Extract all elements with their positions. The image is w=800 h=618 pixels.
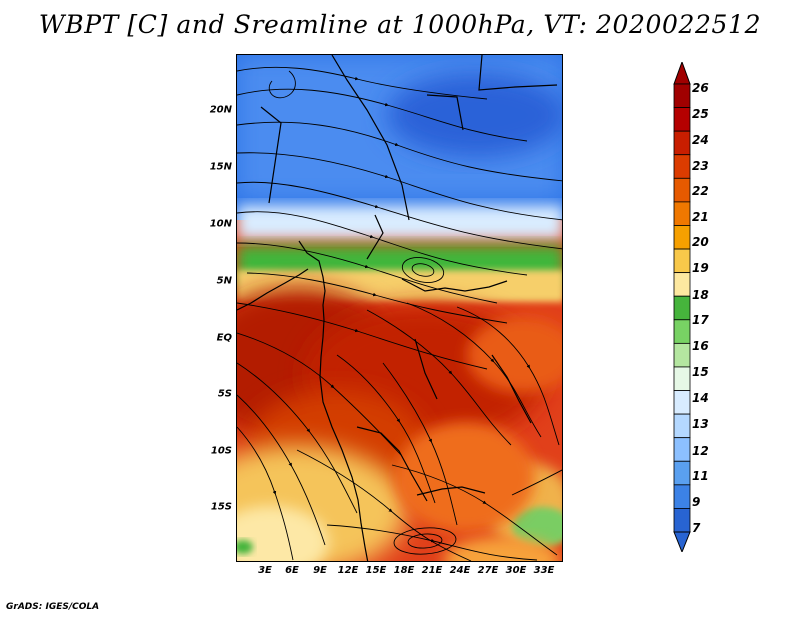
colorbar-label: 24 [692,133,709,147]
colorbar-label: 14 [692,391,709,405]
colorbar-segment [673,437,691,462]
x-tick-label: 15E [365,565,387,576]
colorbar-label: 26 [692,81,709,95]
y-tick-label: EQ [216,332,232,344]
y-tick-label: 5S [217,388,232,400]
y-tick-label: 20N [209,104,232,116]
map-canvas [237,55,562,561]
colorbar-segments [673,83,691,533]
circulation-features [268,70,457,555]
x-tick-label: 30E [505,565,527,576]
colorbar-segment [673,201,691,226]
x-tick-label: 9E [313,565,327,576]
colorbar-labels: 26 25 24 23 22 21 20 19 18 17 16 15 14 1… [692,81,727,535]
colorbar-segment [673,319,691,344]
colorbar-segment [673,107,691,132]
x-tick-label: 27E [477,565,499,576]
x-tick-label: 33E [533,565,555,576]
colorbar-segment [673,295,691,321]
colorbar-label: 17 [692,313,709,327]
colorbar-segment [673,177,691,203]
colorbar-label: 9 [692,495,701,509]
colorbar-label: 16 [692,339,709,353]
y-tick-label: 5N [216,275,232,287]
colorbar-svg [673,62,691,552]
colorbar-label: 25 [692,107,709,121]
colorbar-segment [673,366,691,391]
colorbar-segment [673,390,691,415]
temperature-field [237,55,562,561]
y-tick-label: 15S [210,501,232,513]
y-tick-label: 15N [209,161,232,173]
colorbar-segment [673,484,691,509]
x-tick-label: 24E [449,565,471,576]
colorbar-segment [673,154,691,179]
colorbar-label: 15 [692,365,709,379]
x-tick-label: 3E [258,565,272,576]
colorbar-label: 11 [692,469,709,483]
x-axis-labels: 3E 6E 9E 12E 15E 18E 21E 24E 27E 30E 33E [236,565,563,581]
colorbar-label: 23 [692,159,709,173]
map-panel [236,54,563,562]
colorbar-bottom-triangle [673,531,691,552]
colorbar-segment [673,413,691,439]
colorbar-segment [673,508,691,533]
colorbar-segment [673,225,691,250]
colorbar-segment [673,342,691,368]
colorbar-label: 19 [692,261,709,275]
x-tick-label: 12E [337,565,359,576]
colorbar-label: 22 [692,184,709,198]
colorbar-top-triangle [673,62,691,85]
streamlines [237,66,562,561]
colorbar-label: 13 [692,417,709,431]
colorbar-label: 21 [692,210,709,224]
colorbar-segment [673,130,691,156]
x-tick-label: 21E [421,565,443,576]
colorbar-label: 7 [692,521,701,535]
colorbar-label: 20 [692,235,709,249]
y-axis-labels: 20N 15N 10N 5N EQ 5S 10S 15S [198,54,232,562]
x-tick-label: 6E [285,565,299,576]
y-tick-label: 10S [210,445,232,457]
y-tick-label: 10N [209,218,232,230]
x-tick-label: 18E [393,565,415,576]
colorbar-segment [673,272,691,297]
colorbar-segment [673,460,691,486]
footer-credit: GrADS: IGES/COLA [6,602,100,612]
colorbar [668,62,708,552]
colorbar-label: 18 [692,288,709,302]
chart-title: WBPT [C] and Sreamline at 1000hPa, VT: 2… [38,10,762,39]
colorbar-label: 12 [692,444,709,458]
colorbar-segment [673,248,691,274]
colorbar-segment [673,83,691,108]
